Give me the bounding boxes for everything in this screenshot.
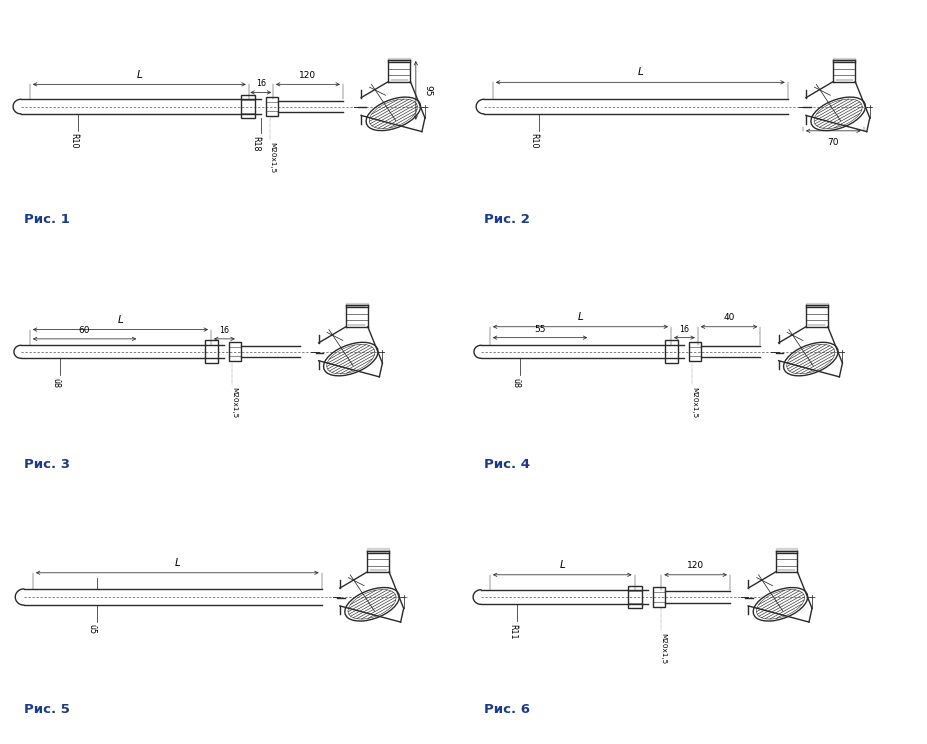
Text: Рис. 3: Рис. 3 xyxy=(24,458,70,471)
Text: L: L xyxy=(118,315,123,324)
Text: Рис. 4: Рис. 4 xyxy=(484,458,530,471)
Bar xyxy=(629,586,641,609)
Bar xyxy=(690,342,702,362)
Bar xyxy=(229,342,241,362)
Text: 16: 16 xyxy=(679,324,690,333)
Text: M20x1,5: M20x1,5 xyxy=(270,142,275,173)
Text: 55: 55 xyxy=(534,324,546,333)
Text: L: L xyxy=(638,68,643,77)
Text: Рис. 2: Рис. 2 xyxy=(484,213,529,225)
Text: Ȑ18: Ȑ18 xyxy=(251,135,260,151)
Text: 120: 120 xyxy=(299,71,316,80)
Text: 16: 16 xyxy=(256,80,266,89)
Text: 16: 16 xyxy=(220,326,229,335)
Text: Ȑ10: Ȑ10 xyxy=(529,133,539,149)
Text: 120: 120 xyxy=(687,561,705,570)
Text: 40: 40 xyxy=(723,313,735,322)
Bar xyxy=(665,341,679,363)
Text: 70: 70 xyxy=(828,138,839,147)
Text: ȗ8: ȗ8 xyxy=(511,378,520,388)
Text: Рис. 5: Рис. 5 xyxy=(24,703,70,716)
Text: ȗ8: ȗ8 xyxy=(51,378,60,388)
Text: L: L xyxy=(578,312,583,322)
Text: M20x1,5: M20x1,5 xyxy=(661,632,667,664)
Text: L: L xyxy=(559,560,565,570)
Text: L: L xyxy=(136,69,142,80)
Bar xyxy=(205,341,218,363)
Bar xyxy=(241,95,255,118)
Text: Рис. 6: Рис. 6 xyxy=(484,703,530,716)
Text: Рис. 1: Рис. 1 xyxy=(24,213,70,225)
Text: Ȑ10: Ȑ10 xyxy=(70,133,78,149)
Text: Ȑ11: Ȑ11 xyxy=(508,623,517,639)
Text: L: L xyxy=(174,558,180,568)
Bar xyxy=(653,588,665,606)
Bar xyxy=(266,97,278,116)
Text: M20x1,5: M20x1,5 xyxy=(231,388,237,419)
Text: 60: 60 xyxy=(79,326,90,335)
Text: 95: 95 xyxy=(423,85,432,96)
Text: ȗ5: ȗ5 xyxy=(87,624,96,635)
Text: M20x1,5: M20x1,5 xyxy=(692,388,697,419)
